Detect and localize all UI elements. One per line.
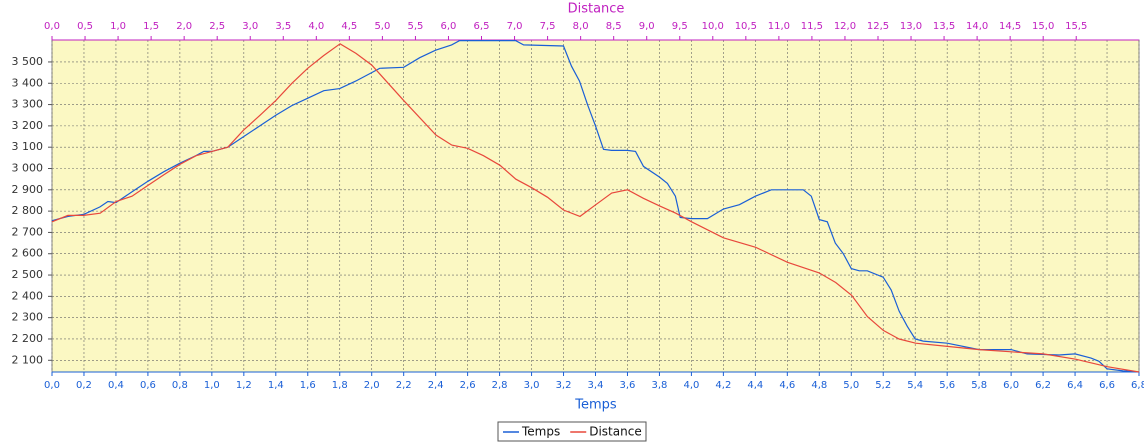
- y-tick-label: 2 600: [12, 247, 44, 260]
- y-tick-label: 3 500: [12, 55, 44, 68]
- y-tick-label: 2 900: [12, 183, 44, 196]
- x2-tick-label: 8,5: [606, 21, 622, 32]
- x-tick-label: 0,8: [172, 380, 188, 391]
- x-tick-label: 4,2: [715, 380, 731, 391]
- x2-tick-label: 12,5: [867, 21, 889, 32]
- x2-tick-label: 12,0: [834, 21, 856, 32]
- y-tick-label: 2 400: [12, 289, 44, 302]
- x-tick-label: 1,0: [204, 380, 220, 391]
- x-tick-label: 6,8: [1131, 380, 1144, 391]
- x-tick-label: 5,8: [971, 380, 987, 391]
- x-tick-label: 6,0: [1003, 380, 1019, 391]
- x-tick-label: 3,6: [620, 380, 636, 391]
- x-tick-label: 2,6: [460, 380, 476, 391]
- x-tick-label: 3,2: [556, 380, 572, 391]
- x2-tick-label: 4,0: [308, 21, 324, 32]
- legend-label: Distance: [589, 425, 641, 439]
- y-tick-label: 3 400: [12, 76, 44, 89]
- x-tick-label: 4,0: [683, 380, 699, 391]
- x-tick-label: 5,4: [907, 380, 923, 391]
- x-tick-label: 2,8: [492, 380, 508, 391]
- x-tick-label: 4,4: [747, 380, 763, 391]
- x-tick-label: 2,4: [428, 380, 444, 391]
- y-tick-label: 3 300: [12, 98, 44, 111]
- x2-tick-label: 0,5: [77, 21, 93, 32]
- x2-tick-label: 5,5: [407, 21, 423, 32]
- x-tick-label: 2,0: [364, 380, 380, 391]
- x-tick-label: 3,0: [524, 380, 540, 391]
- x2-tick-label: 2,5: [209, 21, 225, 32]
- x-tick-label: 3,8: [651, 380, 667, 391]
- x2-tick-label: 6,5: [474, 21, 490, 32]
- x-tick-label: 6,2: [1035, 380, 1051, 391]
- x2-tick-label: 7,0: [507, 21, 523, 32]
- x-tick-label: 3,4: [588, 380, 604, 391]
- legend-label: Temps: [521, 425, 560, 439]
- x-tick-label: 4,8: [811, 380, 827, 391]
- y-tick-label: 2 700: [12, 225, 44, 238]
- y-tick-label: 2 800: [12, 204, 44, 217]
- x-tick-label: 6,6: [1099, 380, 1115, 391]
- x-axis-label: Temps: [574, 398, 617, 413]
- x-tick-label: 2,2: [396, 380, 412, 391]
- y-tick-label: 2 300: [12, 311, 44, 324]
- x2-tick-label: 7,5: [540, 21, 556, 32]
- y-tick-label: 3 100: [12, 140, 44, 153]
- y-tick-label: 3 200: [12, 119, 44, 132]
- x2-tick-label: 5,0: [374, 21, 390, 32]
- x2-tick-label: 15,5: [1065, 21, 1087, 32]
- x2-tick-label: 8,0: [573, 21, 589, 32]
- x2-tick-label: 13,0: [900, 21, 922, 32]
- series-line: [51, 43, 1140, 373]
- x-tick-label: 1,4: [268, 380, 284, 391]
- x2-tick-label: 1,0: [110, 21, 126, 32]
- x-tick-label: 5,6: [939, 380, 955, 391]
- y-tick-label: 2 500: [12, 268, 44, 281]
- x2-axis-label: Distance: [568, 2, 625, 17]
- x-tick-label: 1,2: [236, 380, 252, 391]
- x2-tick-label: 11,5: [801, 21, 823, 32]
- x2-tick-label: 13,5: [933, 21, 955, 32]
- x2-tick-label: 4,5: [341, 21, 357, 32]
- x2-tick-label: 3,0: [242, 21, 258, 32]
- x-tick-label: 0,0: [44, 380, 60, 391]
- x2-tick-label: 3,5: [275, 21, 291, 32]
- x2-tick-label: 10,5: [735, 21, 757, 32]
- x-tick-label: 4,6: [779, 380, 795, 391]
- x-tick-label: 6,4: [1067, 380, 1083, 391]
- x-tick-label: 0,2: [76, 380, 92, 391]
- x2-tick-label: 1,5: [143, 21, 159, 32]
- x-tick-label: 0,4: [108, 380, 124, 391]
- x2-tick-label: 2,0: [176, 21, 192, 32]
- x2-tick-label: 15,0: [1032, 21, 1054, 32]
- y-tick-label: 3 000: [12, 161, 44, 174]
- x-tick-label: 0,6: [140, 380, 156, 391]
- x2-tick-label: 14,5: [999, 21, 1021, 32]
- x2-tick-label: 0,0: [44, 21, 60, 32]
- x-tick-label: 5,0: [843, 380, 859, 391]
- y-tick-label: 2 200: [12, 332, 44, 345]
- x2-tick-label: 11,0: [768, 21, 790, 32]
- x-tick-label: 1,6: [300, 380, 316, 391]
- x2-tick-label: 10,0: [702, 21, 724, 32]
- x2-tick-label: 9,0: [639, 21, 655, 32]
- x2-tick-label: 6,0: [441, 21, 457, 32]
- y-tick-label: 2 100: [12, 353, 44, 366]
- x2-tick-label: 14,0: [966, 21, 988, 32]
- x-tick-label: 5,2: [875, 380, 891, 391]
- x-tick-label: 1,8: [332, 380, 348, 391]
- x2-tick-label: 9,5: [672, 21, 688, 32]
